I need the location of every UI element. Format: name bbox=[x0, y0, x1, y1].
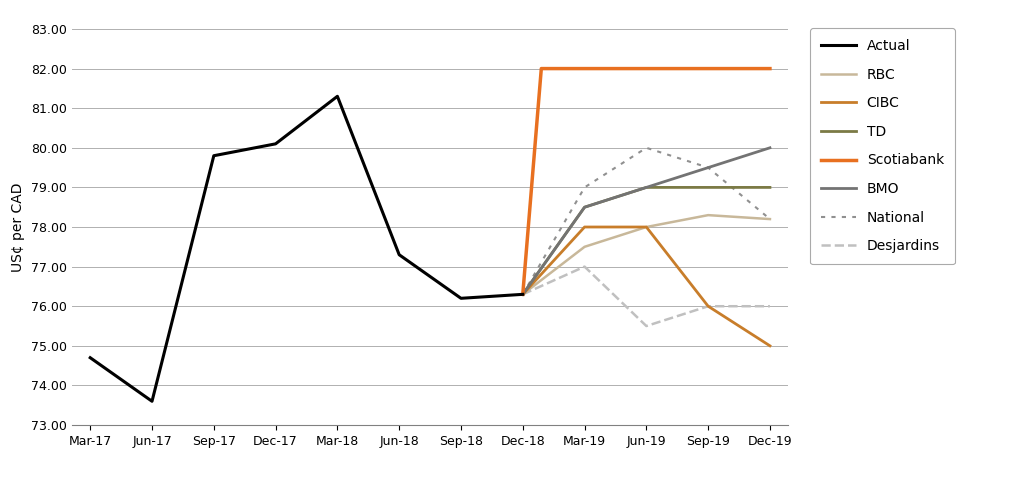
Scotiabank bbox=[517, 291, 529, 297]
CIBC bbox=[640, 224, 652, 230]
Actual bbox=[269, 141, 282, 147]
Actual bbox=[331, 93, 343, 99]
Scotiabank bbox=[536, 66, 548, 71]
Desjardins bbox=[764, 303, 776, 309]
Line: BMO: BMO bbox=[523, 148, 770, 294]
TD bbox=[517, 291, 529, 297]
Y-axis label: US¢ per CAD: US¢ per CAD bbox=[11, 182, 26, 272]
TD bbox=[579, 204, 591, 210]
Scotiabank bbox=[764, 66, 776, 71]
CIBC bbox=[517, 291, 529, 297]
CIBC bbox=[702, 303, 715, 309]
Line: RBC: RBC bbox=[523, 215, 770, 294]
Line: National: National bbox=[523, 148, 770, 294]
TD bbox=[702, 185, 715, 190]
RBC bbox=[702, 212, 715, 218]
National bbox=[640, 145, 652, 151]
National bbox=[517, 291, 529, 297]
Line: CIBC: CIBC bbox=[523, 227, 770, 346]
Actual bbox=[208, 153, 220, 158]
BMO bbox=[640, 185, 652, 190]
BMO bbox=[702, 165, 715, 170]
Actual bbox=[145, 398, 158, 404]
RBC bbox=[764, 216, 776, 222]
BMO bbox=[764, 145, 776, 151]
Actual bbox=[517, 291, 529, 297]
National bbox=[702, 165, 715, 170]
Actual bbox=[393, 252, 406, 257]
Desjardins bbox=[517, 291, 529, 297]
TD bbox=[764, 185, 776, 190]
National bbox=[579, 185, 591, 190]
RBC bbox=[640, 224, 652, 230]
Line: Actual: Actual bbox=[90, 96, 523, 401]
Actual bbox=[84, 355, 96, 361]
Line: Scotiabank: Scotiabank bbox=[523, 69, 770, 294]
National bbox=[764, 216, 776, 222]
CIBC bbox=[579, 224, 591, 230]
Desjardins bbox=[579, 264, 591, 270]
Actual bbox=[455, 296, 467, 301]
TD bbox=[640, 185, 652, 190]
Line: TD: TD bbox=[523, 187, 770, 294]
Legend: Actual, RBC, CIBC, TD, Scotiabank, BMO, National, Desjardins: Actual, RBC, CIBC, TD, Scotiabank, BMO, … bbox=[810, 28, 955, 264]
BMO bbox=[579, 204, 591, 210]
Desjardins bbox=[702, 303, 715, 309]
CIBC bbox=[764, 343, 776, 349]
Desjardins bbox=[640, 323, 652, 329]
RBC bbox=[517, 291, 529, 297]
BMO bbox=[517, 291, 529, 297]
RBC bbox=[579, 244, 591, 250]
Line: Desjardins: Desjardins bbox=[523, 267, 770, 326]
